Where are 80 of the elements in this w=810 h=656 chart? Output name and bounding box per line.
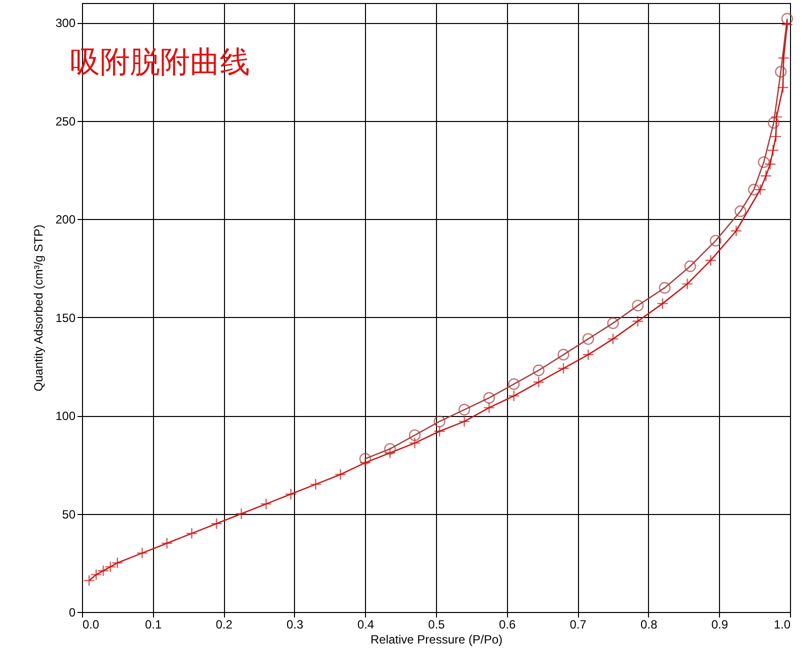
point [112, 557, 124, 569]
point [681, 278, 694, 290]
point [777, 82, 789, 94]
point [704, 254, 717, 266]
point [781, 18, 794, 30]
point [760, 170, 772, 182]
point [532, 376, 545, 388]
point [754, 184, 766, 196]
y-tick-label: 150 [55, 310, 76, 325]
y-tick-label: 0 [68, 606, 76, 620]
point [83, 574, 95, 586]
y-axis-title: Quantity Adsorbed (cm³/g STP) [31, 224, 46, 392]
y-tick-label: 250 [55, 114, 76, 128]
point [359, 452, 372, 465]
x-tick-label: 0.4 [357, 618, 374, 632]
point [508, 390, 520, 402]
point [656, 298, 668, 310]
point [186, 528, 198, 540]
point [104, 560, 116, 573]
point [136, 547, 148, 559]
point [558, 348, 570, 360]
point [764, 158, 776, 170]
point [748, 184, 760, 196]
point [210, 518, 222, 530]
point [334, 468, 346, 480]
x-tick-label: 0.2 [216, 618, 233, 632]
point [408, 437, 421, 449]
point [658, 282, 671, 294]
point [260, 498, 272, 510]
point [384, 443, 396, 455]
point [458, 404, 470, 416]
point [781, 12, 794, 25]
y-tick-label: 200 [55, 212, 76, 227]
point [532, 364, 545, 376]
point [582, 348, 594, 360]
point [285, 488, 297, 500]
point [384, 447, 396, 459]
point [607, 317, 619, 330]
x-tick-label: 0.9 [711, 618, 728, 632]
point [483, 392, 495, 404]
point [310, 478, 322, 490]
point [607, 333, 619, 345]
point [758, 156, 770, 168]
point [774, 66, 787, 78]
x-tick-label: 0.8 [640, 618, 658, 632]
point [434, 416, 446, 428]
point [734, 205, 746, 218]
x-tick-label: 0.1 [144, 618, 162, 632]
point [235, 508, 248, 520]
point [97, 564, 110, 577]
point [767, 144, 779, 156]
point [508, 378, 520, 390]
x-tick-label: 1.0 [774, 618, 791, 632]
point [582, 333, 594, 345]
point [770, 130, 782, 142]
point [408, 429, 421, 442]
x-tick-label: 0.7 [570, 618, 587, 632]
x-tick-label: 0.6 [498, 618, 516, 632]
point [730, 225, 742, 237]
point [359, 456, 372, 469]
x-tick-label: 0.3 [286, 618, 304, 632]
point [710, 234, 722, 247]
point [161, 537, 173, 550]
y-tick-label: 50 [62, 507, 76, 522]
point [632, 300, 644, 312]
point [558, 362, 570, 374]
x-tick-label: 0.5 [428, 618, 446, 632]
point [632, 315, 644, 328]
x-axis-title: Relative Pressure (P/Po) [370, 632, 503, 646]
point [458, 416, 470, 428]
point [483, 402, 495, 414]
point [768, 117, 780, 129]
y-tick-label: 100 [55, 409, 76, 424]
point [90, 568, 102, 581]
y-tick-label: 300 [55, 16, 76, 30]
x-tick-label: 0.0 [82, 618, 100, 632]
point [770, 111, 782, 123]
point [778, 52, 790, 64]
point [684, 260, 696, 272]
point [434, 425, 446, 438]
